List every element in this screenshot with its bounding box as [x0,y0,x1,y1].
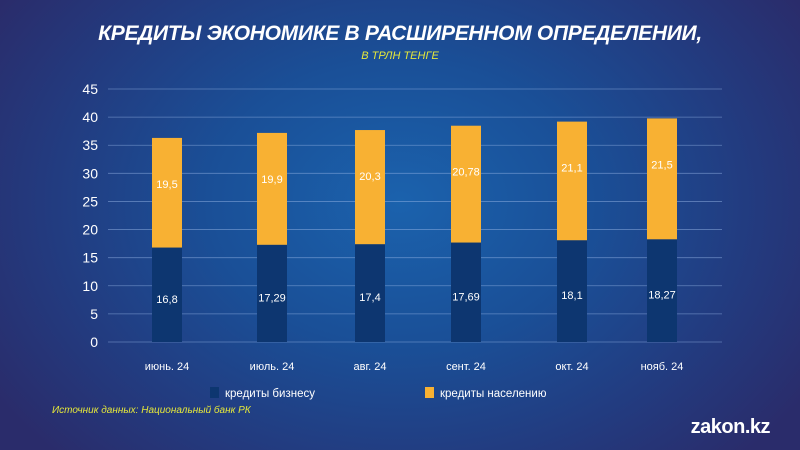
x-tick-label: сент. 24 [446,361,486,373]
x-tick-label: июль. 24 [250,361,295,373]
bar-population [647,118,677,240]
legend-label: кредиты бизнесу [225,388,315,400]
bar-population [152,137,182,248]
x-tick-label: авг. 24 [354,361,387,373]
bar-business [557,240,587,342]
bar-population [451,125,481,243]
chart-subtitle: В ТРЛН ТЕНГЕ [361,50,439,62]
brand-logo: zakon.kz [690,416,771,438]
y-tick-label: 35 [82,137,98,153]
y-tick-label: 0 [90,334,98,350]
y-tick-label: 15 [82,250,98,266]
y-tick-label: 25 [82,193,98,209]
bar-business [647,239,677,342]
chart-title: КРЕДИТЫ ЭКОНОМИКЕ В РАСШИРЕННОМ ОПРЕДЕЛЕ… [98,22,702,45]
data-label: 19,9 [261,174,282,186]
data-label: 17,4 [359,292,380,304]
legend-label: кредиты населению [440,388,547,400]
data-label: 20,78 [452,167,480,179]
bar-business [152,247,182,342]
source-note: Источник данных: Национальный банк РК [52,405,251,416]
data-label: 17,69 [452,291,480,303]
x-tick-label: нояб. 24 [641,361,684,373]
data-label: 16,8 [156,294,177,306]
y-tick-label: 45 [82,81,98,97]
bar-business [355,244,385,342]
y-tick-label: 40 [82,109,98,125]
legend-swatch-business [210,387,219,398]
legend-swatch-population [425,387,434,398]
bar-business [451,242,481,342]
data-label: 21,5 [651,159,672,171]
data-label: 21,1 [561,163,582,175]
bar-population [557,121,587,241]
y-tick-label: 20 [82,222,98,238]
data-label: 18,1 [561,290,582,302]
y-tick-label: 5 [90,306,98,322]
bar-population [257,132,287,245]
x-tick-label: окт. 24 [555,361,588,373]
data-label: 19,5 [156,179,177,191]
y-tick-label: 30 [82,165,98,181]
bar-population [355,130,385,245]
x-tick-label: июнь. 24 [145,361,190,373]
data-label: 18,27 [648,290,676,302]
y-tick-label: 10 [82,278,98,294]
data-label: 17,29 [258,292,286,304]
data-label: 20,3 [359,171,380,183]
bar-business [257,244,287,342]
